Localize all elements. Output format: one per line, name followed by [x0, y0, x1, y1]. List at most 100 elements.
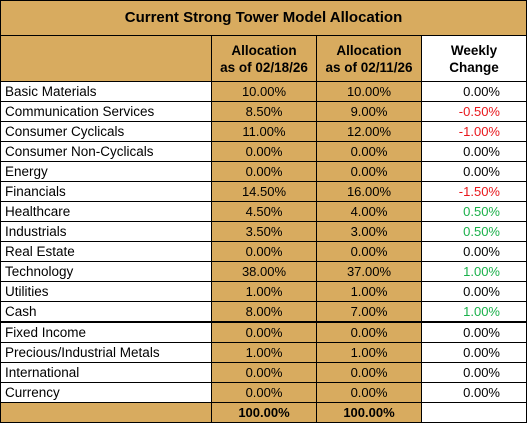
allocation-previous: 1.00%	[316, 342, 422, 363]
allocation-current: 11.00%	[211, 121, 317, 142]
sector-name: Precious/Industrial Metals	[0, 342, 212, 363]
weekly-change: -1.00%	[421, 121, 527, 142]
allocation-previous: 0.00%	[316, 241, 422, 262]
table-row: Fixed Income 0.00% 0.00% 0.00%	[0, 321, 527, 343]
allocation-current: 3.50%	[211, 221, 317, 242]
weekly-change: 0.00%	[421, 141, 527, 162]
weekly-change: 0.50%	[421, 221, 527, 242]
sector-name: Technology	[0, 261, 212, 282]
weekly-change: 1.00%	[421, 261, 527, 282]
table-title: Current Strong Tower Model Allocation	[0, 0, 527, 36]
weekly-change: 0.00%	[421, 382, 527, 403]
allocation-previous: 12.00%	[316, 121, 422, 142]
weekly-change: 0.00%	[421, 241, 527, 262]
allocation-current: 8.50%	[211, 101, 317, 122]
sector-name: Communication Services	[0, 101, 212, 122]
allocation-previous: 0.00%	[316, 382, 422, 403]
header-row: Allocation as of 02/18/26 Allocation as …	[0, 35, 527, 82]
table-row: Cash 8.00% 7.00% 1.00%	[0, 301, 527, 323]
allocation-previous: 0.00%	[316, 362, 422, 383]
header-previous-line1: Allocation	[336, 42, 402, 58]
allocation-previous: 7.00%	[316, 301, 422, 323]
allocation-current: 0.00%	[211, 382, 317, 403]
header-weekly-change: Weekly Change	[421, 35, 527, 82]
allocation-current: 1.00%	[211, 281, 317, 302]
weekly-change: 0.00%	[421, 161, 527, 182]
weekly-change: 0.00%	[421, 321, 527, 343]
header-blank	[0, 35, 212, 82]
totals-blank	[0, 402, 212, 423]
table-row: Utilities 1.00% 1.00% 0.00%	[0, 281, 527, 302]
allocation-current: 0.00%	[211, 141, 317, 162]
weekly-change: -1.50%	[421, 181, 527, 202]
header-current-line1: Allocation	[231, 42, 297, 58]
sector-name: Consumer Cyclicals	[0, 121, 212, 142]
sector-name: Energy	[0, 161, 212, 182]
sector-name: International	[0, 362, 212, 383]
allocation-current: 8.00%	[211, 301, 317, 323]
allocation-current: 0.00%	[211, 161, 317, 182]
sector-name: Real Estate	[0, 241, 212, 262]
title-row: Current Strong Tower Model Allocation	[0, 0, 527, 36]
total-current: 100.00%	[211, 402, 317, 423]
header-change-line2: Change	[449, 59, 499, 75]
table-row: Consumer Non-Cyclicals 0.00% 0.00% 0.00%	[0, 141, 527, 162]
totals-row: 100.00% 100.00%	[0, 402, 527, 423]
allocation-previous: 0.00%	[316, 321, 422, 343]
sector-name: Basic Materials	[0, 81, 212, 102]
header-change-line1: Weekly	[450, 42, 498, 58]
header-previous-allocation: Allocation as of 02/11/26	[316, 35, 422, 82]
sector-name: Utilities	[0, 281, 212, 302]
sector-name: Cash	[0, 301, 212, 323]
table-row: Technology 38.00% 37.00% 1.00%	[0, 261, 527, 282]
table-row: Currency 0.00% 0.00% 0.00%	[0, 382, 527, 403]
totals-change-blank	[421, 402, 527, 423]
header-previous-line2: as of 02/11/26	[325, 59, 413, 75]
sector-name: Industrials	[0, 221, 212, 242]
table-row: Financials 14.50% 16.00% -1.50%	[0, 181, 527, 202]
header-current-line2: as of 02/18/26	[220, 59, 308, 75]
table-row: Basic Materials 10.00% 10.00% 0.00%	[0, 81, 527, 102]
table-row: Communication Services 8.50% 9.00% -0.50%	[0, 101, 527, 122]
allocation-current: 0.00%	[211, 362, 317, 383]
weekly-change: 0.00%	[421, 342, 527, 363]
allocation-previous: 10.00%	[316, 81, 422, 102]
table-row: Energy 0.00% 0.00% 0.00%	[0, 161, 527, 182]
table-row: Industrials 3.50% 3.00% 0.50%	[0, 221, 527, 242]
allocation-previous: 37.00%	[316, 261, 422, 282]
total-previous: 100.00%	[316, 402, 422, 423]
table-row: Real Estate 0.00% 0.00% 0.00%	[0, 241, 527, 262]
allocation-previous: 0.00%	[316, 161, 422, 182]
table-row: Consumer Cyclicals 11.00% 12.00% -1.00%	[0, 121, 527, 142]
weekly-change: 1.00%	[421, 301, 527, 323]
table-row: Healthcare 4.50% 4.00% 0.50%	[0, 201, 527, 222]
sector-name: Currency	[0, 382, 212, 403]
weekly-change: 0.00%	[421, 362, 527, 383]
allocation-previous: 0.00%	[316, 141, 422, 162]
weekly-change: -0.50%	[421, 101, 527, 122]
allocation-current: 10.00%	[211, 81, 317, 102]
allocation-current: 0.00%	[211, 321, 317, 343]
weekly-change: 0.50%	[421, 201, 527, 222]
allocation-current: 0.00%	[211, 241, 317, 262]
table-row: Precious/Industrial Metals 1.00% 1.00% 0.00…	[0, 342, 527, 363]
allocation-current: 38.00%	[211, 261, 317, 282]
allocation-previous: 1.00%	[316, 281, 422, 302]
allocation-current: 14.50%	[211, 181, 317, 202]
sector-name: Financials	[0, 181, 212, 202]
sector-name: Fixed Income	[0, 321, 212, 343]
allocation-current: 4.50%	[211, 201, 317, 222]
allocation-current: 1.00%	[211, 342, 317, 363]
header-current-allocation: Allocation as of 02/18/26	[211, 35, 317, 82]
allocation-previous: 16.00%	[316, 181, 422, 202]
weekly-change: 0.00%	[421, 81, 527, 102]
sector-name: Healthcare	[0, 201, 212, 222]
allocation-previous: 4.00%	[316, 201, 422, 222]
weekly-change: 0.00%	[421, 281, 527, 302]
allocation-previous: 9.00%	[316, 101, 422, 122]
sector-name: Consumer Non-Cyclicals	[0, 141, 212, 162]
table-row: International 0.00% 0.00% 0.00%	[0, 362, 527, 383]
allocation-rows: Basic Materials 10.00% 10.00% 0.00% Communic…	[0, 81, 527, 403]
